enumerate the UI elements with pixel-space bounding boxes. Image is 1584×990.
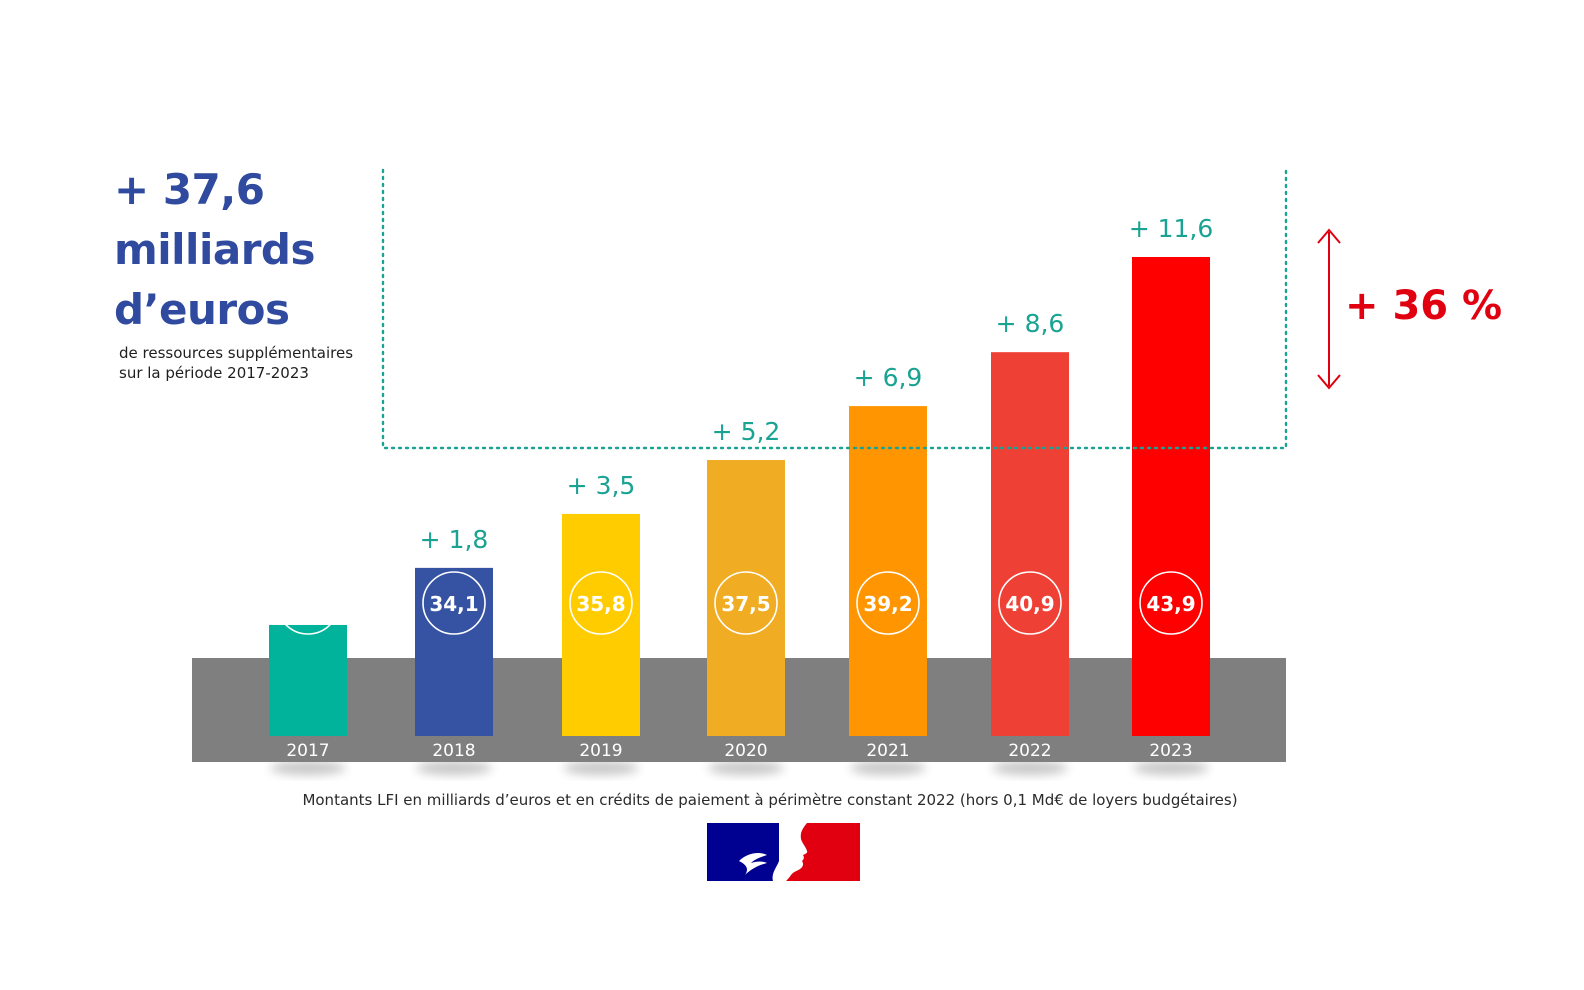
increase-label: + 6,9 (854, 363, 923, 392)
bar-2021 (849, 406, 927, 736)
value-label: 32,3 (283, 592, 332, 616)
bar-shadow (992, 761, 1068, 775)
increase-label: + 11,6 (1129, 214, 1214, 243)
value-label: 35,8 (576, 592, 625, 616)
bar-2017 (269, 624, 347, 736)
value-label: 40,9 (1005, 592, 1054, 616)
x-tick-label: 2019 (579, 741, 622, 761)
value-circle (1139, 571, 1203, 635)
arrow-head-up (1317, 228, 1341, 244)
bar-shadow (1133, 761, 1209, 775)
x-tick-label: 2020 (724, 741, 767, 761)
bar-shadow (416, 761, 492, 775)
value-circle (714, 571, 778, 635)
republique-francaise-logo (707, 823, 860, 881)
bar-2020 (707, 460, 785, 736)
bar-2022 (991, 352, 1069, 736)
x-tick-label: 2021 (866, 741, 909, 761)
x-tick-label: 2022 (1008, 741, 1051, 761)
x-tick-label: 2018 (432, 741, 475, 761)
value-circle (569, 571, 633, 635)
headline: + 37,6 milliards d’euros (114, 160, 315, 340)
value-circle (856, 571, 920, 635)
increase-bracket (381, 168, 1288, 450)
growth-arrow (1317, 228, 1341, 390)
increase-label: + 8,6 (996, 309, 1065, 338)
dotted-bracket-line (381, 168, 1288, 450)
increase-label: + 1,8 (420, 525, 489, 554)
bar-2018 (415, 567, 493, 736)
bar-shadow (270, 761, 346, 775)
value-label: 34,1 (429, 592, 478, 616)
arrow-head-down (1317, 374, 1341, 390)
subtitle: de ressources supplémentaires sur la pér… (119, 343, 353, 383)
bar-shadow (850, 761, 926, 775)
value-label: 39,2 (863, 592, 912, 616)
headline-amount: + 37,6 (114, 165, 265, 214)
increase-label: + 3,5 (567, 471, 636, 500)
bar-2019 (562, 513, 640, 736)
growth-percentage: + 36 % (1345, 283, 1503, 329)
value-circle (276, 571, 340, 635)
bar-2023 (1132, 257, 1210, 736)
increase-label: + 5,2 (712, 417, 781, 446)
value-circle (422, 571, 486, 635)
bar-shadow (708, 761, 784, 775)
value-label: 37,5 (721, 592, 770, 616)
headline-unit: milliards (114, 225, 315, 274)
bar-shadow (563, 761, 639, 775)
headline-currency: d’euros (114, 285, 290, 334)
subtitle-line-2: sur la période 2017-2023 (119, 364, 309, 382)
value-circle (998, 571, 1062, 635)
x-tick-label: 2023 (1149, 741, 1192, 761)
x-tick-label: 2017 (286, 741, 329, 761)
footnote: Montants LFI en milliards d’euros et en … (302, 791, 1238, 809)
subtitle-line-1: de ressources supplémentaires (119, 344, 354, 362)
value-label: 43,9 (1146, 592, 1195, 616)
